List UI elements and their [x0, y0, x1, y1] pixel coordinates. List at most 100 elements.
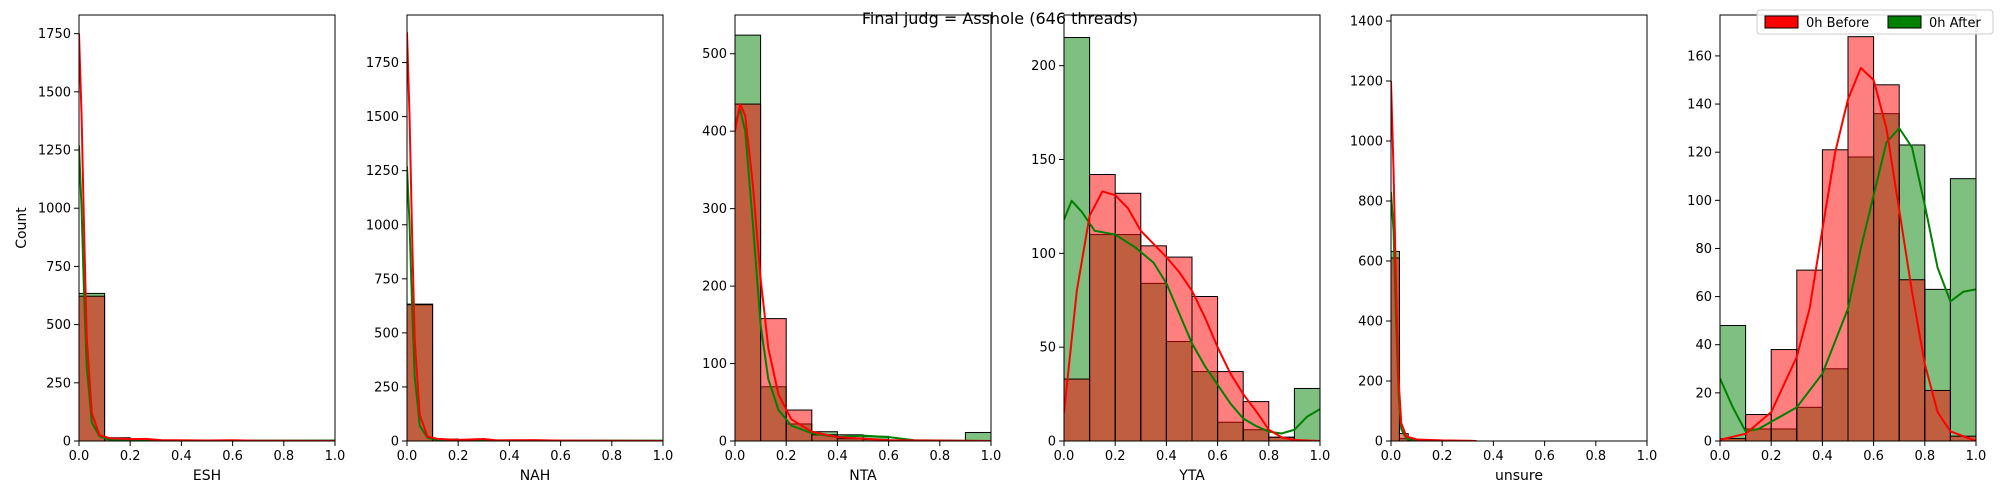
y-tick-label: 400: [1358, 315, 1383, 330]
y-tick-label: 1400: [1350, 15, 1383, 30]
x-tick-label: 0.6: [878, 449, 899, 464]
x-tick-label: 0.4: [171, 449, 192, 464]
plot-area: [1720, 36, 1976, 441]
y-tick-label: 140: [1687, 98, 1712, 113]
x-tick-label: 0.8: [1258, 449, 1279, 464]
before-bar: [1140, 245, 1167, 441]
axes-frame: [734, 14, 992, 442]
x-tick-label: 0.2: [448, 449, 469, 464]
after-bar: [1949, 178, 1976, 441]
y-tick-label: 500: [46, 318, 71, 333]
legend: 0h Before 0h After: [1756, 9, 1994, 35]
after-bar: [964, 431, 991, 441]
before-bar: [1873, 84, 1900, 441]
y-tick-label: 1000: [38, 202, 71, 217]
y-tick-label: 0: [1048, 435, 1056, 450]
y-tick-label: 0: [1375, 435, 1383, 450]
x-tick-label: 0.0: [1710, 449, 1731, 464]
x-axis-label: NAH: [520, 468, 551, 484]
y-tick-label: 750: [46, 260, 71, 275]
axes-frame: [1390, 14, 1648, 442]
axes-frame: [406, 14, 664, 442]
plot-area: [407, 32, 663, 441]
subplot-5: 0.0 0.2 0.4 0.6 0.8 1.0 0 200 400 600 800 1000 1200 1…: [1350, 14, 1658, 484]
x-tick-label: 0.2: [776, 449, 797, 464]
x-axis-label: NTA: [849, 468, 877, 484]
subplot-2: 0.0 0.2 0.4 0.6 0.8 1.0 0 250 500 750 1000 1250 1500…: [366, 14, 674, 484]
axes-frame: [78, 14, 336, 442]
y-tick-label: 1500: [366, 110, 399, 125]
y-tick-label: 1200: [1350, 75, 1383, 90]
before-bar: [1796, 269, 1823, 441]
x-tick-label: 0.8: [1914, 449, 1935, 464]
axes-frame: [1063, 14, 1321, 442]
y-tick-label: 1750: [38, 27, 71, 42]
x-tick-label: 1.0: [1637, 449, 1658, 464]
y-tick-label: 400: [702, 125, 727, 140]
x-axis-label: YTA: [1178, 468, 1205, 484]
y-tick-label: 800: [1358, 195, 1383, 210]
subplot-3: 0.0 0.2 0.4 0.6 0.8 1.0 0 100 200 300 400 500 NTA: [702, 14, 1002, 484]
x-tick-label: 0.8: [601, 449, 622, 464]
after-bar: [1293, 387, 1320, 441]
x-tick-label: 1.0: [1310, 449, 1331, 464]
before-kde-line: [1720, 66, 1976, 441]
plot-area: [79, 33, 335, 441]
y-tick-label: 120: [1687, 146, 1712, 161]
x-tick-label: 0.4: [1812, 449, 1833, 464]
x-tick-label: 0.0: [1054, 449, 1075, 464]
y-tick-label: 100: [702, 357, 727, 372]
after-kde-line: [1720, 127, 1976, 433]
x-tick-label: 1.0: [1966, 449, 1987, 464]
plot-area: [735, 34, 991, 441]
x-tick-label: 1.0: [653, 449, 674, 464]
before-kde-line: [1064, 190, 1320, 441]
x-tick-label: 0.2: [1105, 449, 1126, 464]
y-tick-label: 50: [1039, 341, 1056, 356]
x-tick-label: 0.4: [827, 449, 848, 464]
legend-label: 0h Before: [1806, 16, 1869, 31]
x-tick-label: 0.6: [550, 449, 571, 464]
x-tick-label: 1.0: [325, 449, 346, 464]
x-tick-label: 0.8: [929, 449, 950, 464]
before-bar: [1898, 279, 1926, 441]
before-bar: [1191, 295, 1219, 441]
x-axis-label: unsure: [1495, 468, 1543, 484]
y-tick-label: 500: [374, 326, 399, 341]
x-tick-label: 0.6: [1863, 449, 1884, 464]
y-tick-label: 1250: [38, 144, 71, 159]
after-kde-line: [735, 108, 991, 441]
x-tick-label: 0.0: [397, 449, 418, 464]
x-tick-label: 1.0: [981, 449, 1002, 464]
x-tick-label: 0.2: [120, 449, 141, 464]
y-tick-label: 40: [1695, 338, 1712, 353]
y-tick-label: 1500: [38, 85, 71, 100]
before-bar: [1745, 414, 1772, 441]
x-tick-label: 0.0: [1381, 449, 1402, 464]
y-tick-label: 0: [391, 435, 399, 450]
x-tick-label: 0.4: [1483, 449, 1504, 464]
legend-box: [1756, 9, 1994, 35]
y-tick-label: 160: [1687, 49, 1712, 64]
legend-swatch: [1764, 15, 1799, 29]
before-kde-line: [1391, 80, 1476, 441]
y-tick-label: 200: [702, 280, 727, 295]
y-tick-label: 200: [1031, 59, 1056, 74]
y-tick-label: 100: [1687, 194, 1712, 209]
before-bar: [760, 318, 787, 441]
x-tick-label: 0.8: [1585, 449, 1606, 464]
x-tick-label: 0.8: [273, 449, 294, 464]
y-tick-label: 600: [1358, 255, 1383, 270]
x-tick-label: 0.4: [1156, 449, 1177, 464]
y-tick-label: 250: [374, 380, 399, 395]
subplot-4: 0.0 0.2 0.4 0.6 0.8 1.0 0 50 100 150 200 YTA: [1031, 14, 1331, 484]
y-tick-label: 200: [1358, 375, 1383, 390]
before-bar: [1821, 149, 1849, 441]
y-tick-label: 500: [702, 47, 727, 62]
y-tick-label: 300: [702, 202, 727, 217]
y-tick-label: 250: [46, 376, 71, 391]
y-tick-label: 150: [1031, 153, 1056, 168]
y-tick-label: 1750: [366, 56, 399, 71]
x-axis-label: ESH: [193, 468, 221, 484]
